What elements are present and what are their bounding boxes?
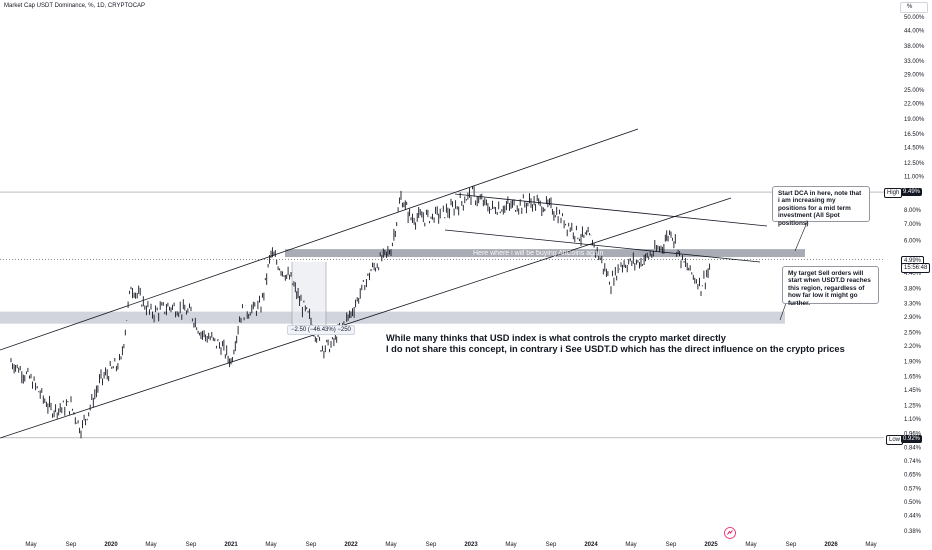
y-tick-label: 0.38% xyxy=(904,529,922,535)
levels-layer xyxy=(0,191,884,439)
x-tick-label: May xyxy=(385,542,396,548)
y-tick-label: 19.00% xyxy=(904,117,925,123)
y-tick-label: 0.74% xyxy=(904,459,922,465)
y-tick-label: 0.44% xyxy=(904,514,922,520)
x-tick-label: Sep xyxy=(306,542,317,548)
y-tick-label: 2.50% xyxy=(904,331,922,337)
price-series xyxy=(10,186,711,439)
zones-layer xyxy=(0,249,805,335)
x-tick-label: Sep xyxy=(66,542,77,548)
x-tick-label: May xyxy=(505,542,516,548)
measure-label: −2.50 (−46.43%) −250 xyxy=(287,325,355,335)
x-tick-label: Sep xyxy=(186,542,197,548)
sell-note[interactable]: My target Sell orders will start when US… xyxy=(782,266,879,307)
y-tick-label: 0.65% xyxy=(904,472,922,478)
y-tick-label: 1.65% xyxy=(904,374,922,380)
y-tick-label: 12.50% xyxy=(904,161,925,167)
chart-title: Market Cap USDT Dominance, %, 1D, CRYPTO… xyxy=(4,3,146,9)
unit-toggle-button[interactable]: % xyxy=(900,2,928,13)
y-tick-label: 1.45% xyxy=(904,388,922,394)
x-tick-label: 2023 xyxy=(464,542,478,548)
high-value-tag: 9.49% xyxy=(901,188,923,196)
dca-pointer xyxy=(794,219,809,252)
y-tick-label: 44.00% xyxy=(904,28,925,34)
y-tick-label: 22.00% xyxy=(904,101,925,107)
main-annotation-line-1: While many thinks that USD index is what… xyxy=(386,333,726,343)
y-tick-label: 38.00% xyxy=(904,44,925,50)
x-axis: May Sep 2020 May Sep 2021 May Sep 2022 May Sep 2023… xyxy=(25,542,876,548)
y-tick-label: 1.90% xyxy=(904,359,922,365)
x-tick-label: May xyxy=(865,542,876,548)
x-tick-label: May xyxy=(145,542,156,548)
x-tick-label: May xyxy=(745,542,756,548)
x-tick-label: May xyxy=(265,542,276,548)
price-candles xyxy=(10,186,711,439)
y-axis: 50.00% 44.00% 38.00% 33.00% 29.00% 25.00% 22.0… xyxy=(904,15,925,535)
y-tick-label: 3.30% xyxy=(904,301,922,307)
y-tick-label: 1.10% xyxy=(904,417,922,423)
x-tick-label: 2024 xyxy=(584,542,598,548)
x-tick-label: Sep xyxy=(786,542,797,548)
trendlines-layer xyxy=(0,128,809,439)
y-tick-label: 0.84% xyxy=(904,445,922,451)
y-tick-label: 1.25% xyxy=(904,404,922,410)
main-annotation-line-2: I do not share this concept, in contrary… xyxy=(386,343,845,354)
y-tick-label: 6.00% xyxy=(904,238,922,244)
channel-lower-line[interactable] xyxy=(0,197,732,439)
y-tick-label: 33.00% xyxy=(904,59,925,65)
downtrend-lower-line[interactable] xyxy=(444,229,761,263)
countdown-tag: 15:56:48 xyxy=(901,263,931,273)
low-value-tag: 0.92% xyxy=(901,435,923,443)
buy-zone-band[interactable] xyxy=(285,249,805,258)
channel-upper-line[interactable] xyxy=(0,128,639,351)
y-tick-label: 0.57% xyxy=(904,486,922,492)
x-tick-label: May xyxy=(25,542,36,548)
high-label-tag: High xyxy=(884,188,903,198)
x-tick-label: 2026 xyxy=(824,542,838,548)
y-tick-label: 16.50% xyxy=(904,132,925,138)
x-tick-label: May xyxy=(625,542,636,548)
y-tick-label: 4.40% xyxy=(904,271,922,277)
x-tick-label: Sep xyxy=(546,542,557,548)
y-tick-label: 14.50% xyxy=(904,145,925,151)
x-tick-label: 2025 xyxy=(704,542,718,548)
main-annotation: While many thinks that USD index is what… xyxy=(386,333,845,354)
x-tick-label: Sep xyxy=(426,542,437,548)
tradingview-logo-icon[interactable] xyxy=(724,527,736,539)
y-tick-label: 7.00% xyxy=(904,222,922,228)
y-tick-label: 0.96% xyxy=(904,431,922,437)
y-tick-label: 2.20% xyxy=(904,344,922,350)
x-tick-label: Sep xyxy=(666,542,677,548)
y-tick-label: 50.00% xyxy=(904,15,925,21)
buy-zone-label: Here where i will be buying AltCoins aga… xyxy=(473,250,604,257)
y-tick-label: 0.50% xyxy=(904,500,922,506)
sell-zone-band[interactable] xyxy=(0,311,785,324)
y-tick-label: 25.00% xyxy=(904,88,925,94)
x-tick-label: 2021 xyxy=(224,542,238,548)
x-tick-label: 2022 xyxy=(344,542,358,548)
y-tick-label: 2.90% xyxy=(904,315,922,321)
downtrend-upper-line[interactable] xyxy=(454,193,768,227)
measure-box xyxy=(292,262,326,335)
y-tick-label: 3.80% xyxy=(904,286,922,292)
dca-note[interactable]: Start DCA in here, note that i am increa… xyxy=(772,186,870,227)
y-tick-label: 11.00% xyxy=(904,174,925,180)
x-tick-label: 2020 xyxy=(104,542,118,548)
y-tick-label: 29.00% xyxy=(904,72,925,78)
y-tick-label: 8.00% xyxy=(904,208,922,214)
